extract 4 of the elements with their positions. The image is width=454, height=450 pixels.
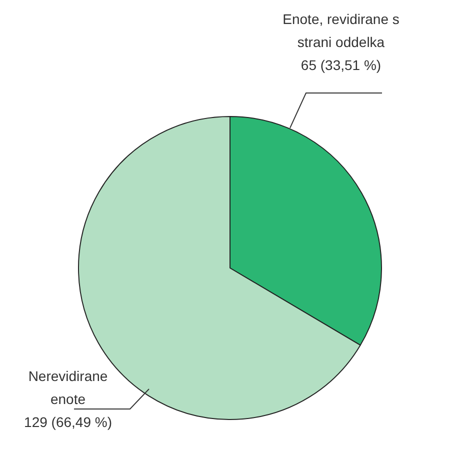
slice-label: Enote, revidirane s strani oddelka — [282, 11, 400, 50]
data-label: 65 (33,51 %) — [300, 57, 382, 73]
data-label: 129 (66,49 %) — [24, 414, 112, 430]
slice-label: Nerevidirane enote — [28, 368, 108, 407]
